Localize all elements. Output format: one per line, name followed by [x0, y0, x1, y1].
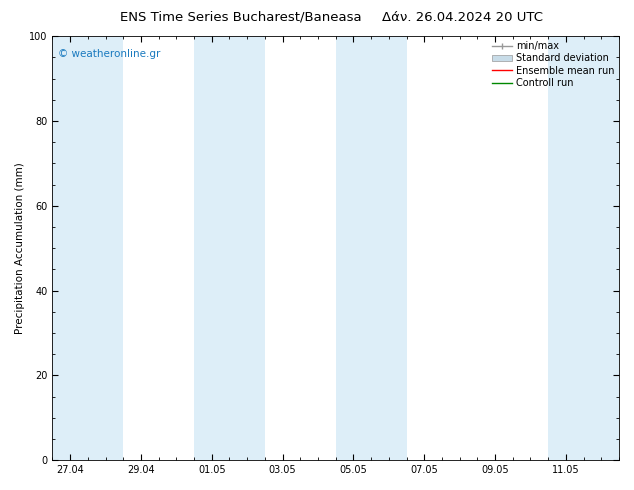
Text: ENS Time Series Bucharest/Baneasa: ENS Time Series Bucharest/Baneasa [120, 11, 362, 24]
Legend: min/max, Standard deviation, Ensemble mean run, Controll run: min/max, Standard deviation, Ensemble me… [490, 39, 616, 90]
Bar [335, 36, 406, 460]
Text: © weatheronline.gr: © weatheronline.gr [58, 49, 160, 59]
Y-axis label: Precipitation Accumulation (mm): Precipitation Accumulation (mm) [15, 162, 25, 334]
Bar [53, 36, 123, 460]
Bar [194, 36, 265, 460]
Text: Δάν. 26.04.2024 20 UTC: Δάν. 26.04.2024 20 UTC [382, 11, 543, 24]
Bar [548, 36, 619, 460]
